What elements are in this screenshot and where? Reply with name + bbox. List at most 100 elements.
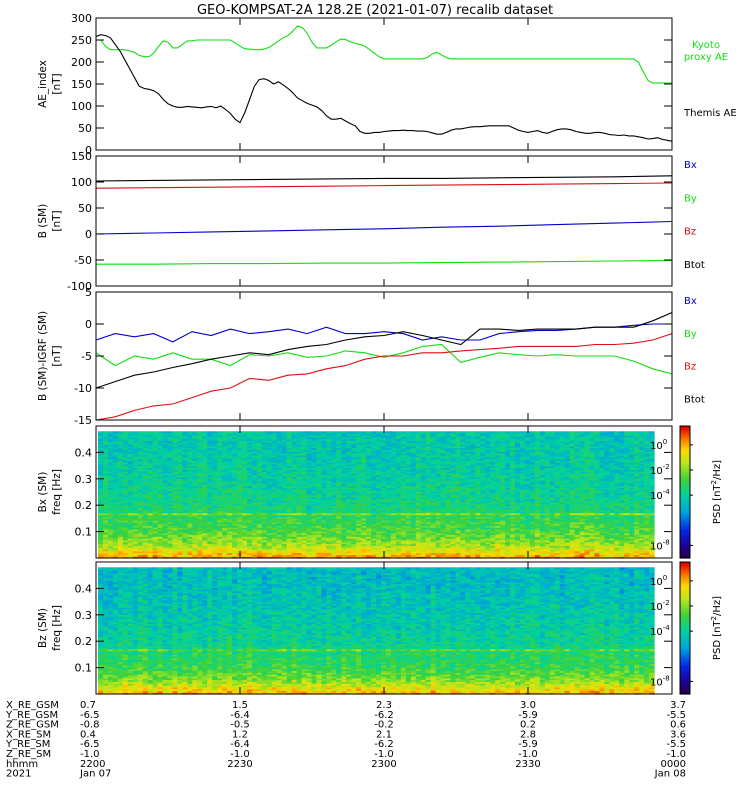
y-tick-label: 0.2 — [75, 499, 93, 512]
panel-4: 100 10-2 10-4 10-8 PSD [nT2/Hz] 0.1 0.2 0.3 0.4 B… — [37, 425, 723, 559]
panel-2: Bx By Bz Btot -100 -50 0 50 100 150 B (SM) [nT] — [37, 150, 705, 293]
x-axis-row-value: -6.2 — [374, 710, 394, 721]
x-axis-row-value: 3.7 — [670, 700, 686, 711]
y-axis-label: B (SM) — [37, 204, 49, 238]
x-axis-row-value: -0.2 — [374, 720, 394, 731]
legend-entry: Bz — [684, 227, 696, 238]
y-axis-label: B (SM)-IGRF (SM) — [37, 311, 49, 401]
colorbar-tick-label: 100 — [650, 438, 667, 452]
x-axis-row-value: 0.2 — [520, 720, 536, 731]
series-line-by — [95, 343, 673, 375]
x-axis-row-value: 2230 — [227, 759, 252, 770]
y-axis-label: AE_index — [37, 60, 49, 108]
y-tick-label: 50 — [78, 122, 92, 135]
x-axis-row-label: 2021 — [6, 769, 31, 780]
x-axis-row-value: -0.8 — [80, 720, 100, 731]
panel-3: Bx By Bz Btot -15 -10 -5 0 5 B (SM)-IGRF (SM) [nT] — [37, 286, 705, 427]
series-line-kyoto-proxy-ae — [96, 25, 672, 84]
y-axis-unit: freq [Hz] — [51, 469, 63, 515]
x-axis-row-value: Jan 07 — [79, 769, 111, 780]
y-axis-label: Bx (SM) — [37, 472, 49, 513]
y-axis-unit: [nT] — [51, 210, 63, 231]
x-axis-row-value: -6.5 — [80, 739, 100, 750]
legend-entry: By — [684, 193, 697, 204]
colorbar-tick-label: 10-2 — [650, 599, 670, 613]
series-line-bx — [95, 323, 672, 343]
colorbar-label: PSD [nT2/Hz] — [710, 460, 723, 524]
y-tick-label: 0.4 — [75, 446, 93, 459]
x-axis-row-value: -1.0 — [230, 749, 250, 760]
y-axis-label: Bz (SM) — [37, 608, 49, 648]
legend-entry: proxy AE — [684, 52, 728, 63]
x-axis-row-value: -5.9 — [518, 710, 538, 721]
legend-entry: By — [684, 329, 697, 340]
y-tick-label: 5 — [85, 286, 92, 299]
x-axis-row-label: Y_RE_SM — [5, 739, 50, 750]
panel-5: 100 10-2 10-4 10-8 PSD [nT2/Hz] 0.1 0.2 0.3 0.4 B… — [37, 561, 723, 695]
x-axis-row-value: 2300 — [371, 759, 396, 770]
x-axis-row-label: X_RE_SM — [6, 729, 51, 740]
x-axis-row-value: 0.7 — [80, 700, 96, 711]
x-axis-row-value: -1.0 — [666, 749, 686, 760]
series-line-themis-ae — [95, 34, 673, 142]
series-line-bz — [95, 333, 673, 421]
x-axis-row-value: 2.8 — [520, 729, 536, 740]
colorbar-tick-label: 100 — [650, 574, 667, 588]
colorbar-tick-label: 10-8 — [650, 538, 670, 552]
legend-entry: Bz — [684, 362, 696, 373]
x-axis-row-label: X_RE_GSM — [6, 700, 59, 711]
x-axis-row-value: 3.6 — [670, 729, 686, 740]
panel-frame — [95, 17, 673, 151]
x-axis-row-value: -5.9 — [518, 739, 538, 750]
colorbar: 100 10-2 10-4 10-8 PSD [nT2/Hz] — [650, 561, 723, 695]
x-axis-row-value: -1.0 — [80, 749, 100, 760]
y-tick-label: 0.4 — [75, 582, 93, 595]
y-tick-label: 100 — [71, 100, 92, 113]
x-axis-row-value: 1.2 — [232, 729, 248, 740]
series-line-btot — [95, 311, 673, 389]
series-line-by — [96, 259, 673, 265]
series-line-bx — [95, 220, 673, 235]
y-tick-label: 0.1 — [75, 526, 93, 539]
y-tick-label: 0.3 — [75, 609, 93, 622]
y-tick-label: 0 — [85, 144, 92, 157]
colorbar-tick-label: 10-4 — [650, 624, 670, 638]
y-tick-label: 150 — [71, 150, 92, 163]
x-axis-row-value: -1.0 — [518, 749, 538, 760]
legend-entry: Kyoto — [692, 40, 720, 51]
y-tick-label: -10 — [74, 382, 92, 395]
x-axis-row-value: 3.0 — [520, 700, 536, 711]
legend-entry: Bx — [684, 296, 697, 307]
colorbar-tick-label: 10-2 — [650, 463, 670, 477]
x-axis-row-value: Jan 08 — [654, 769, 686, 780]
y-axis-unit: [nT] — [51, 73, 63, 94]
y-tick-label: -100 — [67, 280, 92, 293]
x-axis-row-value: -1.0 — [374, 749, 394, 760]
x-axis-row-value: 0000 — [661, 759, 686, 770]
x-axis-row-value: -6.4 — [230, 710, 250, 721]
series-line-btot — [95, 175, 673, 182]
x-axis-row-value: 2.1 — [376, 729, 392, 740]
y-tick-label: 0.3 — [75, 473, 93, 486]
colorbar-label: PSD [nT2/Hz] — [710, 596, 723, 660]
y-tick-label: 250 — [71, 34, 92, 47]
y-tick-label: 150 — [71, 78, 92, 91]
x-axis-row-label: Z_RE_GSM — [6, 720, 59, 731]
x-axis-row-label: Y_RE_GSM — [5, 710, 58, 721]
x-axis-row-value: -5.5 — [666, 739, 686, 750]
x-axis-row-value: -0.5 — [230, 720, 250, 731]
y-axis-unit: freq [Hz] — [51, 605, 63, 651]
x-axis-row-value: 2330 — [515, 759, 540, 770]
y-tick-label: -5 — [81, 350, 92, 363]
x-axis-row-value: 2200 — [80, 759, 105, 770]
colorbar-tick-label: 10-8 — [650, 674, 670, 688]
x-axis-row-value: -6.5 — [80, 710, 100, 721]
x-axis-row-value: 0.4 — [80, 729, 96, 740]
y-tick-label: 50 — [78, 202, 92, 215]
y-tick-label: -50 — [74, 254, 92, 267]
y-tick-label: 0.2 — [75, 635, 93, 648]
x-axis-row-value: -6.4 — [230, 739, 250, 750]
y-tick-label: 0 — [85, 228, 92, 241]
